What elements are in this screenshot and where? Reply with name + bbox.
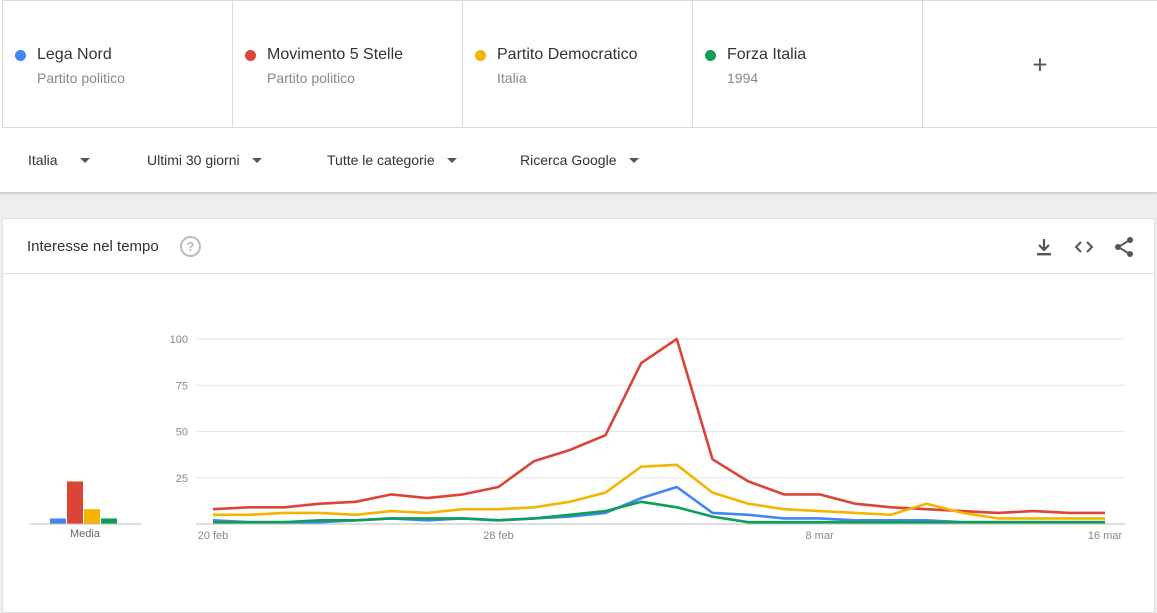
term-card-1[interactable]: Lega Nord Partito politico	[3, 1, 233, 128]
series-line	[213, 500, 1105, 524]
average-bar	[84, 509, 100, 524]
chevron-down-icon	[628, 157, 639, 163]
term-name: Partito Democratico	[497, 46, 638, 63]
category-dropdown[interactable]: Tutte le categorie	[327, 152, 457, 168]
series-line	[212, 337, 1105, 515]
question-mark-icon[interactable]: ?	[180, 236, 201, 257]
x-tick-label: 8 mar	[805, 530, 833, 542]
embed-icon[interactable]	[1072, 235, 1096, 259]
card-title: Interesse nel tempo	[27, 238, 159, 255]
category-label: Tutte le categorie	[327, 152, 435, 168]
filter-bar: Italia Ultimi 30 giorni Tutte le categor…	[0, 129, 1157, 192]
card-header: Interesse nel tempo ?	[3, 219, 1154, 274]
term-color-dot	[705, 50, 716, 61]
series-line	[213, 463, 1105, 520]
term-color-dot	[245, 50, 256, 61]
add-comparison-button[interactable]: +	[923, 1, 1157, 128]
download-icon[interactable]	[1032, 235, 1056, 259]
term-color-dot	[475, 50, 486, 61]
term-card-4[interactable]: Forza Italia 1994	[693, 1, 923, 128]
term-card-3[interactable]: Partito Democratico Italia	[463, 1, 693, 128]
chart-labels: 100 75 50 25 20 feb 28 feb 8 mar 16 mar Media	[70, 334, 1122, 542]
period-label: Ultimi 30 giorni	[147, 152, 240, 168]
term-subtitle: Italia	[497, 70, 527, 86]
chart-series	[212, 337, 1105, 524]
search-type-dropdown[interactable]: Ricerca Google	[520, 152, 639, 168]
interest-over-time-card: Interesse nel tempo ? 100 75 50 25 20 feb 28 …	[2, 218, 1155, 613]
search-type-label: Ricerca Google	[520, 152, 617, 168]
share-icon[interactable]	[1112, 235, 1136, 259]
term-name: Movimento 5 Stelle	[267, 46, 404, 63]
y-tick-label: 25	[176, 473, 188, 485]
term-name: Forza Italia	[727, 46, 807, 63]
region-dropdown[interactable]: Italia	[28, 152, 90, 168]
y-tick-label: 75	[176, 380, 188, 392]
plus-icon: +	[1032, 49, 1048, 79]
term-name: Lega Nord	[37, 46, 112, 63]
average-bars	[30, 481, 141, 525]
term-card-2[interactable]: Movimento 5 Stelle Partito politico	[233, 1, 463, 128]
line-chart: 100 75 50 25 20 feb 28 feb 8 mar 16 mar Media	[30, 334, 1125, 542]
average-label: Media	[70, 528, 101, 540]
comparison-terms: Lega Nord Partito politico Movimento 5 S…	[2, 0, 1157, 128]
chevron-down-icon	[79, 157, 90, 163]
y-tick-label: 50	[176, 427, 188, 439]
chevron-down-icon	[446, 157, 457, 163]
x-tick-label: 16 mar	[1088, 530, 1123, 542]
term-subtitle: Partito politico	[37, 70, 125, 86]
term-subtitle: 1994	[727, 70, 759, 86]
x-tick-label: 28 feb	[483, 530, 514, 542]
average-bar	[50, 518, 66, 524]
average-bar	[67, 481, 83, 524]
chart-grid	[196, 338, 1125, 525]
term-subtitle: Partito politico	[267, 70, 355, 86]
average-bar	[101, 518, 117, 524]
y-tick-label: 100	[170, 334, 188, 346]
x-tick-label: 20 feb	[198, 530, 229, 542]
period-dropdown[interactable]: Ultimi 30 giorni	[147, 152, 262, 168]
chevron-down-icon	[251, 157, 262, 163]
term-color-dot	[15, 50, 26, 61]
region-label: Italia	[28, 152, 58, 168]
search-header: Lega Nord Partito politico Movimento 5 S…	[0, 0, 1157, 193]
